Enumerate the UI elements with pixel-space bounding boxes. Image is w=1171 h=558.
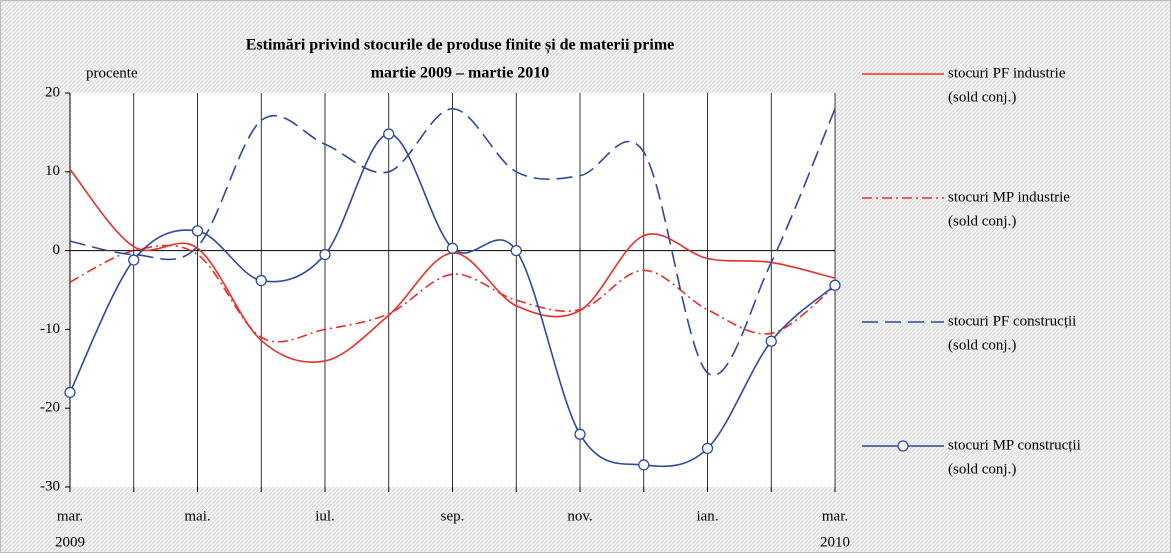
chart-subtitle: martie 2009 – martie 2010: [371, 65, 550, 82]
y-tick-label: 20: [45, 84, 60, 100]
y-tick-label: -10: [40, 321, 60, 337]
legend-label: stocuri PF industrie: [948, 65, 1066, 81]
series-line: [69, 107, 836, 377]
point-marker: [319, 248, 331, 261]
point-marker: [383, 128, 395, 140]
x-tick-label: mar.: [57, 508, 83, 524]
y-tick-label: 10: [45, 163, 60, 179]
x-tick-label: iul.: [315, 508, 335, 524]
point-marker: [510, 244, 522, 257]
series-line: [69, 168, 836, 363]
x-tick-label: sep.: [441, 508, 465, 524]
chart-title: Estimări privind stocurile de produse fi…: [246, 37, 675, 55]
x-year-label: 2009: [55, 534, 85, 550]
legend-note: (sold conj.): [948, 461, 1016, 477]
legend-label: stocuri PF construcții: [948, 313, 1076, 329]
legend-note: (sold conj.): [948, 337, 1016, 353]
point-marker: [574, 428, 586, 440]
point-marker: [765, 335, 777, 347]
point-marker: [64, 386, 76, 399]
legend-label: stocuri MP construcții: [948, 437, 1081, 453]
x-tick-label: mar.: [822, 508, 848, 524]
legend-marker: [897, 440, 909, 452]
y-tick-label: -30: [40, 478, 60, 494]
x-tick-label: mai.: [184, 508, 210, 524]
x-year-label: 2010: [820, 534, 850, 550]
y-tick-label: -20: [40, 400, 60, 416]
legend-note: (sold conj.): [948, 89, 1016, 105]
legend-label: stocuri MP industrie: [948, 189, 1070, 205]
point-marker: [255, 274, 267, 287]
point-marker: [191, 225, 204, 237]
y-tick-label: 0: [53, 242, 61, 258]
legend-note: (sold conj.): [948, 213, 1016, 229]
point-marker: [829, 279, 841, 291]
point-marker: [446, 242, 459, 254]
x-tick-label: ian.: [696, 508, 718, 524]
x-tick-label: nov.: [567, 508, 592, 524]
point-marker: [128, 254, 140, 266]
point-marker: [701, 442, 714, 455]
y-axis-label: procente: [86, 65, 138, 81]
point-marker: [638, 459, 650, 471]
